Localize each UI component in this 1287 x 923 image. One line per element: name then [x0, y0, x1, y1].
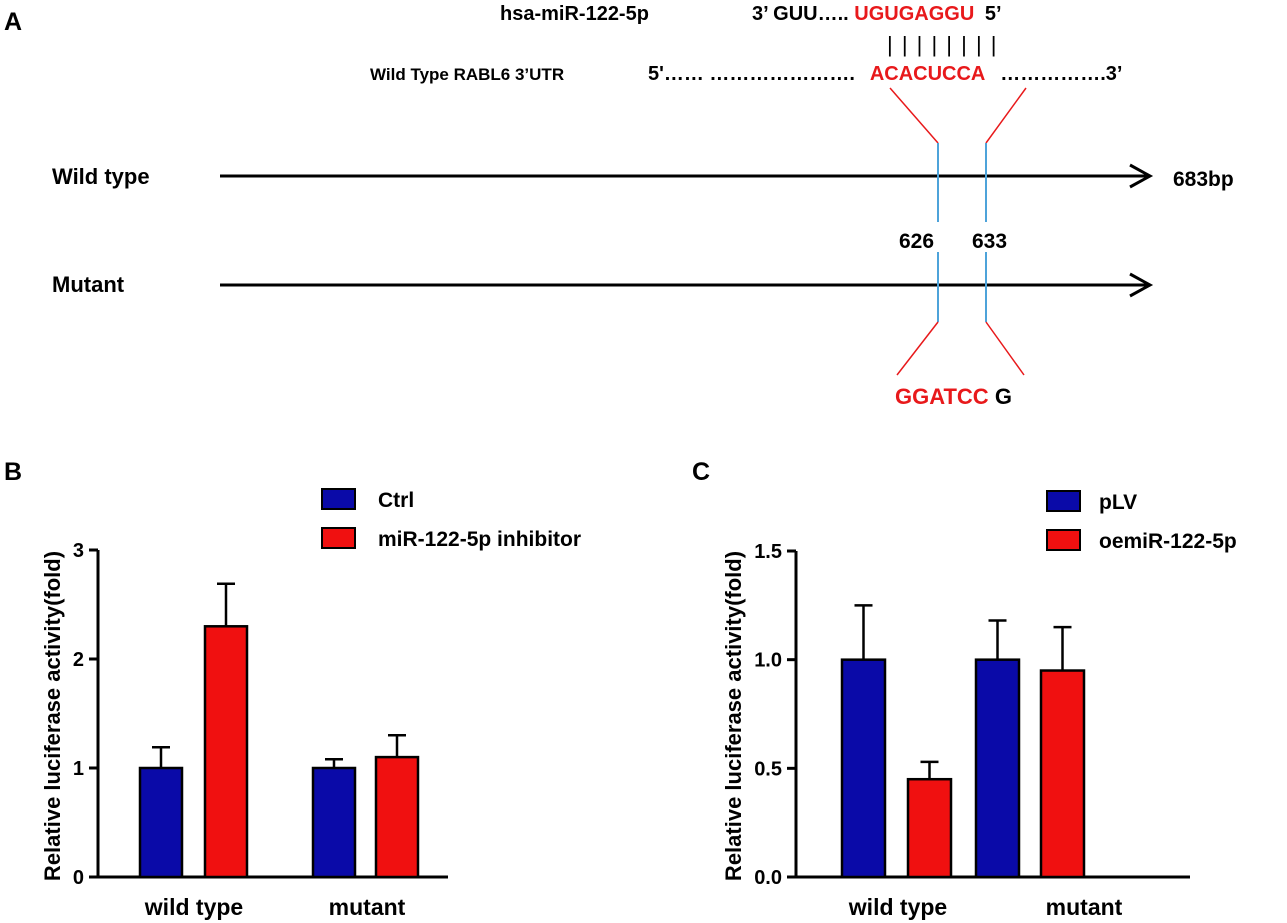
- legend-label-oemir: oemiR-122-5p: [1099, 530, 1237, 553]
- panel-c-bar-plv-0: [840, 658, 887, 879]
- position-start: 626: [899, 230, 934, 253]
- panel-c-y-tick-label-0: 0.0: [754, 867, 782, 889]
- length-label: 683bp: [1173, 168, 1234, 191]
- mutant-arrow-head: [1129, 272, 1154, 298]
- legend-swatch-oemir: [1046, 529, 1081, 551]
- panel-b-y-tick-label-3: 3: [73, 540, 84, 562]
- utr-suffix: …………….3’: [1000, 63, 1122, 85]
- panel-b-bar-mir-122-5p-inhibitor-0: [203, 625, 249, 879]
- panel-b-y-tick-label-0: 0: [73, 867, 84, 889]
- panel-c-category-label-0: wild type: [848, 894, 947, 920]
- panel-c-y-tick-label-3: 1.5: [754, 541, 782, 563]
- mutant-seq-red: GGATCC: [895, 384, 989, 409]
- panel-b-bar-mir-122-5p-inhibitor-1: [374, 755, 420, 879]
- legend-swatch-ctrl: [321, 488, 356, 510]
- wild-type-label: Wild type: [52, 164, 150, 189]
- panel-b-label: B: [4, 458, 22, 486]
- panel-b-bar-ctrl-1: [311, 766, 357, 879]
- utr-name: Wild Type RABL6 3’UTR: [370, 65, 564, 84]
- panel-c-y-axis-label: Relative luciferase activity(fold): [721, 551, 746, 881]
- panel-c-y-tick-label-2: 1.0: [754, 650, 782, 672]
- panel-b-category-label-0: wild type: [144, 894, 243, 920]
- panel-c-label: C: [692, 458, 710, 486]
- panel-b: B Relative luciferase activity(fold) Ctr…: [4, 458, 581, 920]
- panel-c-bar-oemir-122-5p-1: [1039, 669, 1086, 879]
- site-connector-left: [889, 87, 939, 144]
- mutant-connector-left: [896, 321, 939, 376]
- legend-label-ctrl: Ctrl: [378, 489, 414, 512]
- panel-a-label: A: [4, 8, 22, 36]
- mutant-seq-black: G: [995, 384, 1012, 409]
- panel-b-category-label-1: mutant: [329, 894, 406, 920]
- panel-c-category-label-1: mutant: [1046, 894, 1123, 920]
- panel-a: A hsa-miR-122-5p 3’ GUU….. UGUGAGGU 5’ |…: [4, 3, 1234, 409]
- legend-label-inhibitor: miR-122-5p inhibitor: [378, 528, 581, 551]
- panel-b-bar-ctrl-0: [138, 766, 184, 879]
- mirna-prefix: 3’ GUU…..: [752, 3, 849, 25]
- panel-c-y-tick-label-1: 0.5: [754, 758, 782, 780]
- wild-type-arrow-head: [1129, 163, 1154, 189]
- panel-b-y-tick-label-2: 2: [73, 649, 84, 671]
- position-end: 633: [972, 230, 1007, 253]
- panel-c-bar-oemir-122-5p-0: [906, 777, 953, 879]
- legend-label-plv: pLV: [1099, 491, 1137, 514]
- mutant-sequence: GGATCC G: [895, 384, 1012, 409]
- mutant-label: Mutant: [52, 272, 125, 297]
- panel-b-y-axis-label: Relative luciferase activity(fold): [40, 551, 65, 881]
- legend-swatch-plv: [1046, 490, 1081, 512]
- panel-b-y-tick-label-1: 1: [73, 758, 84, 780]
- panel-c-plot: 0.0 0.5 1.0 1.5 wild type mutant: [754, 541, 1190, 920]
- mirna-suffix: 5’: [985, 3, 1002, 25]
- mutant-connector-right: [985, 321, 1025, 376]
- panel-c-legend: pLV oemiR-122-5p: [1046, 490, 1237, 553]
- utr-sequence: 5'…… …………………. ACACUCCA …………….3’: [648, 63, 1122, 85]
- utr-prefix: 5'…… ………………….: [648, 63, 855, 85]
- mirna-sequence: 3’ GUU….. UGUGAGGU 5’: [752, 3, 1002, 25]
- utr-site: ACACUCCA: [870, 63, 985, 85]
- site-connector-right: [985, 87, 1027, 144]
- pairing-marks: | | | | | | | |: [887, 32, 998, 57]
- mirna-name: hsa-miR-122-5p: [500, 3, 649, 25]
- panel-b-plot: 0 1 2 3 wild type mutant: [73, 540, 448, 920]
- panel-c-bar-plv-1: [974, 658, 1021, 879]
- mirna-seed: UGUGAGGU: [854, 3, 974, 25]
- legend-swatch-inhibitor: [321, 527, 356, 549]
- panel-b-legend: Ctrl miR-122-5p inhibitor: [321, 488, 581, 551]
- panel-c: C Relative luciferase activity(fold) pLV…: [692, 458, 1237, 920]
